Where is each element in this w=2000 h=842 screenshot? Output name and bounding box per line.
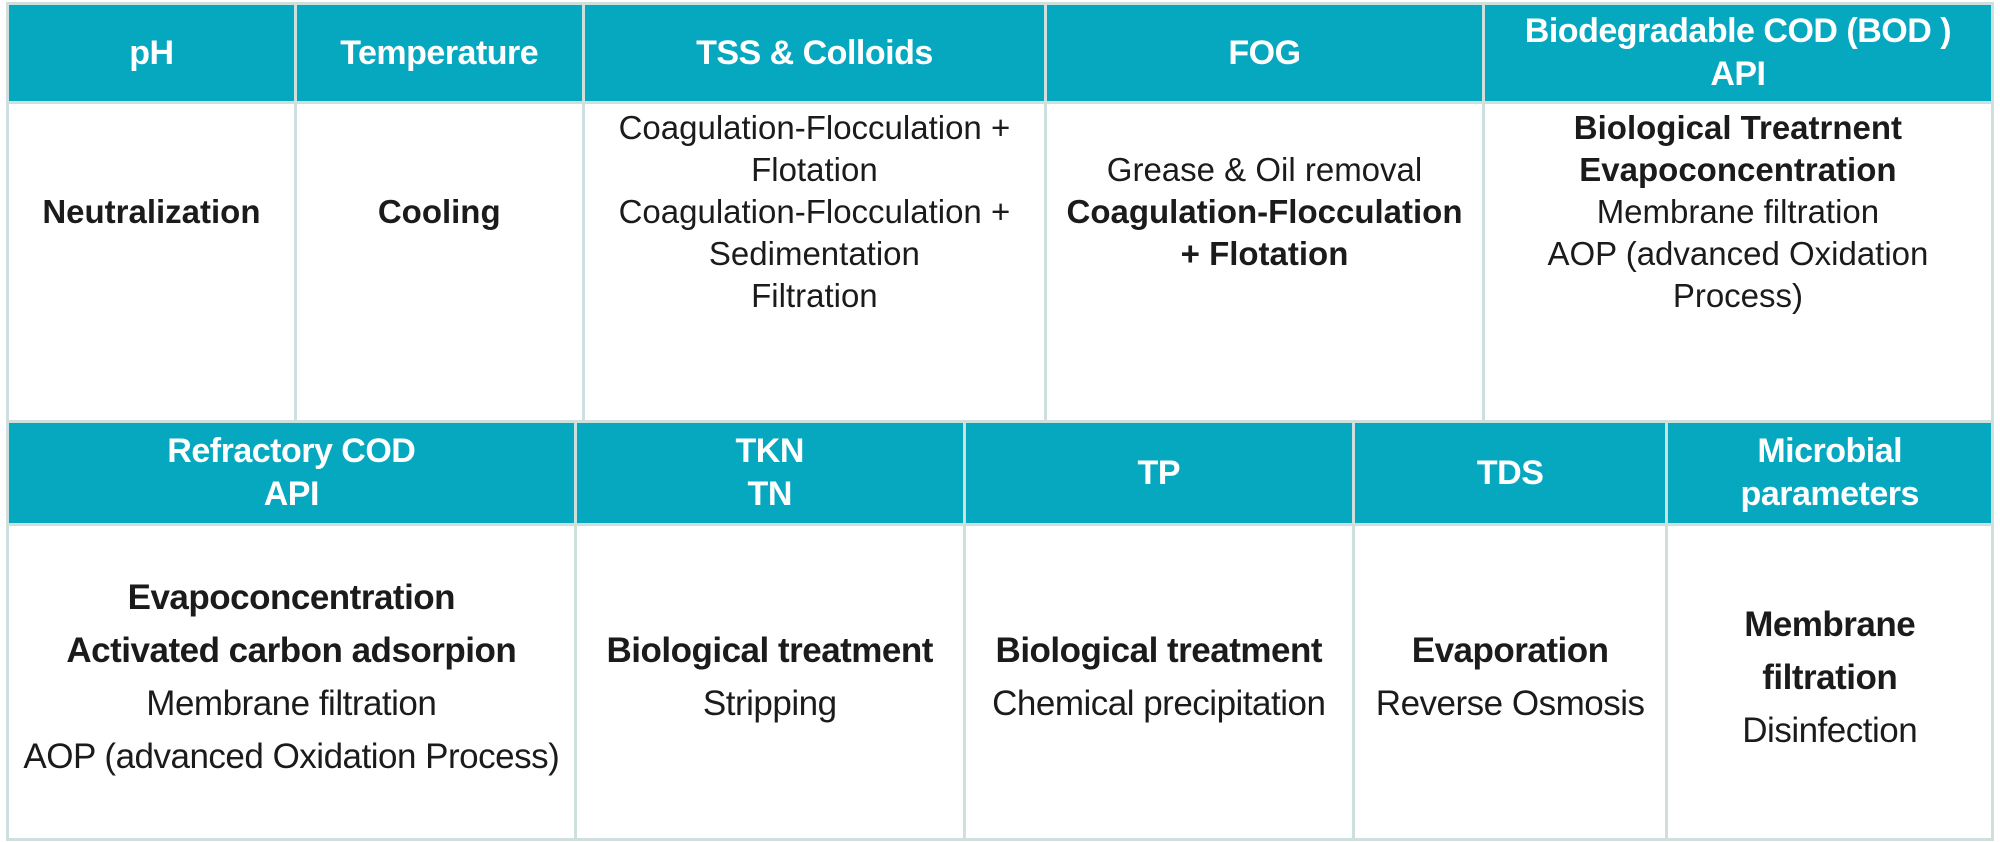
- header-cell-ph: pH: [9, 5, 294, 101]
- treatment-line: Neutralization: [42, 193, 261, 230]
- header-row-1: pH Temperature TSS & Colloids FOG Biodeg…: [9, 5, 1991, 101]
- header-cell-temperature: Temperature: [296, 5, 582, 101]
- header-label: Biodegradable COD (BOD ): [1524, 12, 1952, 50]
- treatment-line: Biological Treatrnent: [1573, 109, 1903, 146]
- treatment-line: Coagulation-Flocculation + Flotation: [618, 109, 1011, 188]
- header-cell-fog: FOG: [1047, 5, 1482, 101]
- treatment-line: Biological treatment: [606, 631, 933, 670]
- treatment-line: Evapoconcentration: [1579, 151, 1897, 188]
- header-label: API: [1710, 55, 1766, 93]
- treatment-line: Evapoconcentration: [127, 578, 456, 617]
- treatment-line: Stripping: [702, 684, 837, 723]
- treatment-line: Chemical precipitation: [992, 684, 1326, 723]
- treatment-line: Coagulation-Flocculation + Flotation: [1066, 193, 1463, 272]
- header-label: TKN: [735, 432, 805, 470]
- treatment-line: Membrane filtration: [146, 684, 437, 723]
- header-label: API: [263, 475, 320, 513]
- header-cell-biodegradable-cod: Biodegradable COD (BOD ) API: [1484, 5, 1991, 101]
- treatment-line: AOP (advanced Oxidation Process): [1547, 235, 1929, 314]
- body-cell-fog: Grease & Oil removal Coagulation-Floccul…: [1047, 104, 1482, 420]
- body-cell-tds: Evaporation Reverse Osmosis: [1354, 526, 1666, 838]
- body-cell-biodegradable-cod: Biological Treatrnent Evapoconcentration…: [1484, 104, 1991, 420]
- header-label: TSS & Colloids: [696, 33, 933, 72]
- body-cell-ph: Neutralization: [9, 104, 294, 420]
- treatment-line: Reverse Osmosis: [1375, 684, 1645, 723]
- treatment-line: Coagulation-Flocculation + Sedimentation: [618, 193, 1011, 272]
- header-label: TN: [747, 475, 793, 513]
- header-label: FOG: [1228, 33, 1301, 72]
- treatment-line: AOP (advanced Oxidation Process): [23, 737, 560, 776]
- header-label: pH: [129, 33, 174, 72]
- treatment-line: Grease & Oil removal: [1106, 151, 1423, 188]
- header-label: Refractory COD: [167, 432, 416, 470]
- header-label: TDS: [1476, 453, 1544, 492]
- treatment-line: Evaporation: [1411, 631, 1609, 670]
- treatment-line: Membrane filtration: [1744, 604, 1916, 697]
- header-cell-tss-colloids: TSS & Colloids: [584, 5, 1045, 101]
- treatment-line: Disinfection: [1742, 710, 1918, 750]
- header-cell-tkn-tn: TKN TN: [576, 423, 963, 523]
- body-cell-temperature: Cooling: [296, 104, 582, 420]
- treatment-line: Activated carbon adsorpion: [66, 631, 517, 670]
- header-label: TP: [1137, 453, 1181, 492]
- body-cell-microbial-parameters: Membrane filtration Disinfection: [1668, 526, 1991, 838]
- treatment-line: Membrane filtration: [1596, 193, 1880, 230]
- header-cell-tds: TDS: [1354, 423, 1666, 523]
- body-row-2: Evapoconcentration Activated carbon adso…: [9, 526, 1991, 838]
- treatment-line: Biological treatment: [995, 631, 1323, 670]
- header-label: Microbial parameters: [1740, 432, 1920, 513]
- treatment-table: pH Temperature TSS & Colloids FOG Biodeg…: [6, 2, 1994, 841]
- body-row-1: Neutralization Cooling Coagulation-Flocc…: [9, 104, 1991, 420]
- header-cell-microbial-parameters: Microbial parameters: [1668, 423, 1991, 523]
- treatment-line: Cooling: [377, 193, 501, 230]
- body-cell-tp: Biological treatment Chemical precipitat…: [965, 526, 1352, 838]
- body-cell-tkn-tn: Biological treatment Stripping: [576, 526, 963, 838]
- body-cell-tss-colloids: Coagulation-Flocculation + Flotation Coa…: [584, 104, 1045, 420]
- body-cell-refractory-cod: Evapoconcentration Activated carbon adso…: [9, 526, 574, 838]
- treatment-line: Filtration: [751, 277, 878, 314]
- header-label: Temperature: [340, 33, 539, 72]
- header-row-2: Refractory COD API TKN TN TP TDS Microbi…: [9, 423, 1991, 523]
- header-cell-refractory-cod: Refractory COD API: [9, 423, 574, 523]
- header-cell-tp: TP: [965, 423, 1352, 523]
